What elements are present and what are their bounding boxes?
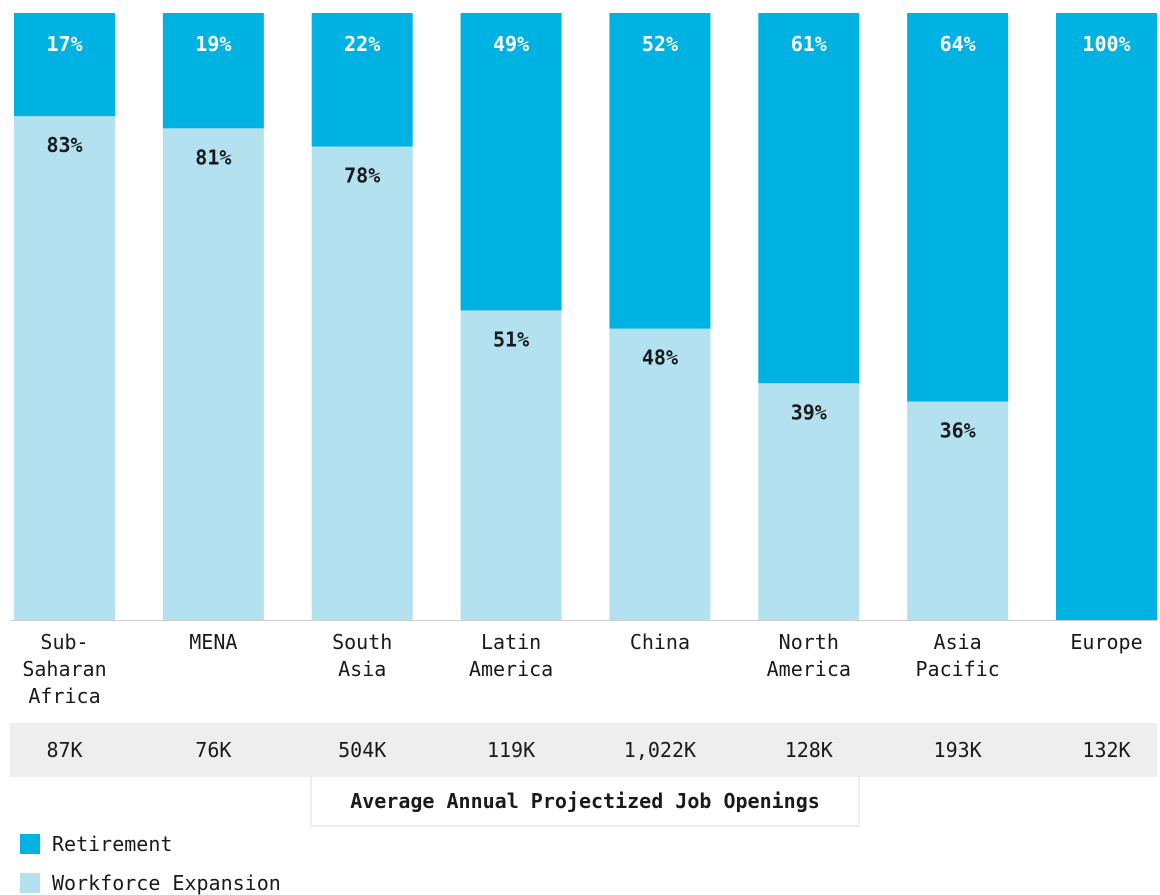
legend-item-retirement: Retirement (20, 832, 172, 856)
job-openings-value: 119K (486, 738, 536, 762)
data-label-expansion-mena: 81% (195, 145, 231, 169)
bar-expansion-asia-pacific (907, 401, 1009, 620)
bar-retirement-mena (162, 13, 264, 129)
legend-swatch-retirement (20, 834, 40, 854)
data-label-retirement-latin-america: 49% (493, 32, 529, 56)
bar-expansion-north-america (758, 383, 860, 620)
bar-retirement-north-america (758, 13, 860, 384)
bar-expansion-sub-saharan-africa (14, 116, 115, 620)
data-label-retirement-china: 52% (642, 32, 678, 56)
job-openings-value: 1,022K (623, 738, 697, 762)
data-label-retirement-sub-saharan-africa: 17% (46, 32, 82, 56)
job-openings-value: 128K (784, 738, 833, 762)
data-label-retirement-asia-pacific: 64% (940, 32, 976, 56)
job-openings-value: 132K (1082, 738, 1131, 762)
category-label-sub-saharan-africa: Sub-Saharan Africa (22, 630, 106, 708)
legend-swatch-expansion (20, 873, 40, 893)
data-label-expansion-south-asia: 78% (344, 164, 380, 188)
legend-item-expansion: Workforce Expansion (20, 871, 281, 895)
data-label-retirement-south-asia: 22% (344, 32, 380, 56)
data-label-retirement-europe: 100% (1082, 32, 1130, 56)
data-label-expansion-sub-saharan-africa: 83% (46, 133, 82, 157)
bar-retirement-asia-pacific (907, 13, 1009, 402)
data-label-retirement-north-america: 61% (791, 32, 827, 56)
data-label-expansion-china: 48% (642, 346, 678, 370)
category-label-europe: Europe (1070, 630, 1142, 654)
bar-retirement-south-asia (311, 13, 413, 147)
legend-label-retirement: Retirement (52, 832, 173, 856)
job-openings-value: 87K (46, 738, 83, 762)
category-label-mena: MENA (189, 630, 237, 654)
bar-expansion-latin-america (460, 310, 562, 620)
bar-retirement-latin-america (460, 13, 562, 311)
job-openings-value: 193K (933, 738, 982, 762)
category-label-asia-pacific: Asia Pacific (915, 630, 999, 681)
job-openings-strip: 87K 76K 504K 119K 1,022K 128K 193K 132K (10, 723, 1157, 777)
bar-retirement-sub-saharan-africa (14, 13, 115, 117)
job-openings-value: 76K (195, 738, 232, 762)
legend-label-expansion: Workforce Expansion (52, 871, 281, 895)
bar-retirement-china (609, 13, 711, 329)
bar-expansion-china (609, 328, 711, 620)
job-openings-caption: Average Annual Projectized Job Openings (310, 777, 860, 827)
category-label-north-america: North America (767, 630, 851, 681)
data-label-retirement-mena: 19% (195, 32, 231, 56)
category-label-latin-america: Latin America (469, 630, 553, 681)
data-label-expansion-north-america: 39% (791, 400, 827, 424)
category-label-south-asia: South Asia (332, 630, 392, 681)
stacked-bar-chart: 17% 83% Sub-Saharan Africa 19% 81% MENA 22% 78% S… (10, 13, 1157, 708)
data-label-expansion-asia-pacific: 36% (940, 418, 976, 442)
category-label-china: China (630, 630, 690, 654)
bar-expansion-mena (162, 128, 264, 620)
job-openings-value: 504K (338, 738, 387, 762)
bar-retirement-europe (1056, 13, 1157, 620)
data-label-expansion-latin-america: 51% (493, 327, 529, 351)
bar-expansion-south-asia (311, 146, 413, 621)
